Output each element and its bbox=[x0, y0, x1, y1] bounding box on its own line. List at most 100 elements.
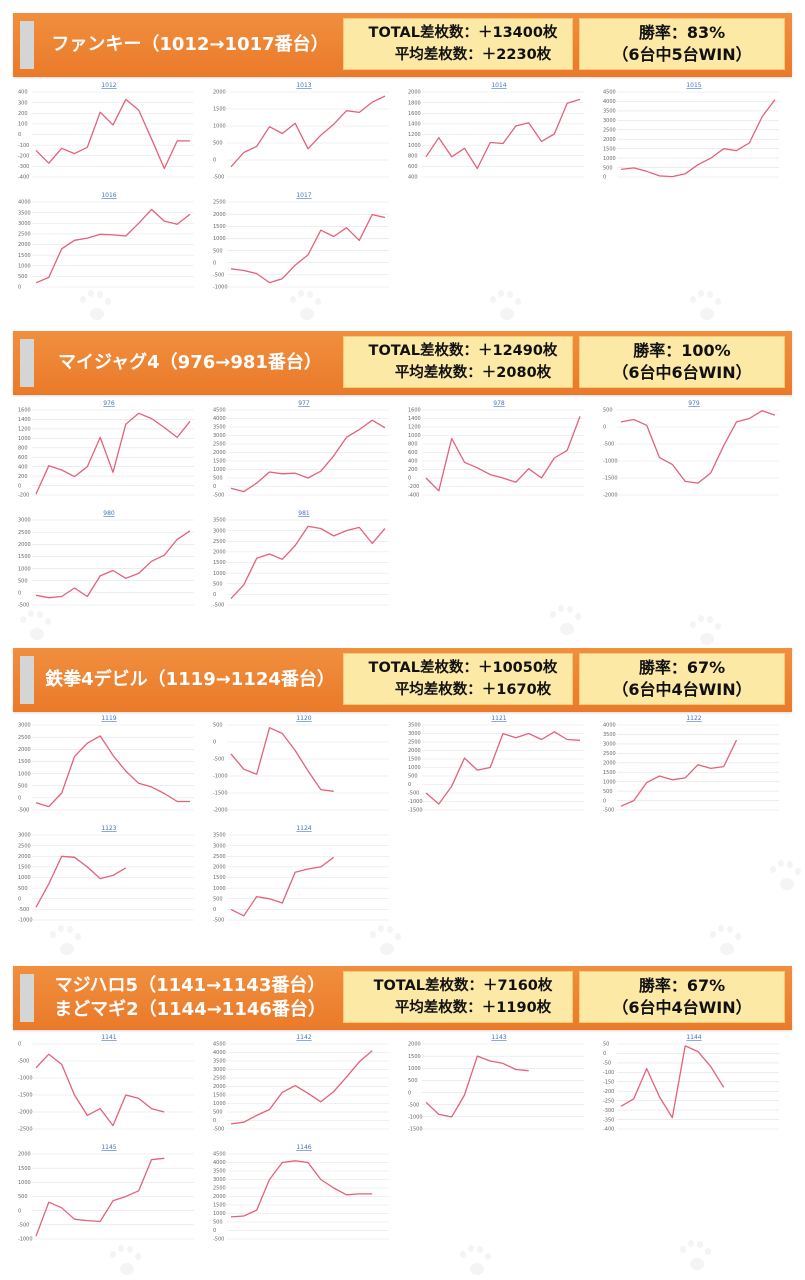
paw-print bbox=[698, 290, 704, 297]
y-tick-label: 2000 bbox=[18, 242, 31, 248]
section-title: 鉄拳4デビル（1119→1124番台） bbox=[41, 648, 339, 712]
paw-print bbox=[50, 931, 56, 938]
paw-print bbox=[720, 943, 734, 955]
y-tick-label: 4000 bbox=[213, 416, 226, 422]
y-tick-label: 2000 bbox=[18, 747, 31, 753]
paw-print bbox=[307, 291, 313, 298]
chart-title: 1121 bbox=[491, 715, 506, 722]
y-tick-label: 500 bbox=[213, 248, 223, 254]
title-line: まどマギ2（1144→1146番台） bbox=[54, 999, 326, 1020]
section-title: マジハロ5（1141→1143番台） まどマギ2（1144→1146番台） bbox=[41, 966, 339, 1030]
y-tick-label: 0 bbox=[213, 158, 216, 164]
paw-print bbox=[395, 933, 401, 940]
y-tick-label: 2500 bbox=[213, 539, 226, 545]
section-header-funky: ファンキー（1012→1017番台） TOTAL差枚数：＋13400枚 平均差枚… bbox=[13, 13, 792, 77]
y-tick-label: 4500 bbox=[213, 1042, 226, 1048]
paw-print bbox=[507, 291, 513, 298]
paw-print bbox=[715, 623, 721, 630]
y-tick-label: 2000 bbox=[18, 1152, 31, 1158]
y-tick-label: 1500 bbox=[213, 459, 226, 465]
y-tick-label: 500 bbox=[408, 1078, 418, 1084]
series-line bbox=[35, 855, 127, 908]
chart-title: 1120 bbox=[296, 715, 311, 722]
chart-title: 977 bbox=[298, 400, 310, 407]
paw-print bbox=[468, 1245, 474, 1252]
y-tick-label: 500 bbox=[18, 274, 28, 280]
paw-print bbox=[680, 1246, 686, 1253]
chart-title: 978 bbox=[493, 400, 505, 407]
title-line: ファンキー（1012→1017番台） bbox=[51, 34, 329, 55]
section-title: ファンキー（1012→1017番台） bbox=[41, 13, 339, 77]
paw-print bbox=[298, 290, 304, 297]
y-tick-label: 800 bbox=[408, 442, 418, 448]
y-tick-label: 600 bbox=[408, 164, 418, 170]
paw-print bbox=[500, 308, 514, 320]
paw-print bbox=[700, 308, 714, 320]
paw-print bbox=[380, 943, 394, 955]
chart-977: 977 4500 4000 3500 3000 2500 2000 1500 1000 500 0 -… bbox=[205, 398, 395, 503]
y-tick-label: 1400 bbox=[18, 417, 31, 423]
y-tick-label: 0 bbox=[213, 907, 216, 913]
chart-1017: 1017 2500 2000 1500 1000 500 0 -500 -1000 bbox=[205, 190, 395, 295]
y-tick-label: 600 bbox=[408, 450, 418, 456]
y-tick-label: 2000 bbox=[408, 748, 421, 754]
series-line bbox=[425, 98, 581, 170]
y-tick-label: 1500 bbox=[213, 1203, 226, 1209]
y-tick-label: -2000 bbox=[213, 808, 228, 814]
title-line: マイジャグ4（976→981番台） bbox=[58, 352, 322, 373]
y-tick-label: -200 bbox=[18, 493, 29, 499]
paw-print bbox=[20, 616, 26, 623]
chart-title: 1015 bbox=[686, 82, 701, 89]
chart-976: 976 1600 1400 1200 1000 800 600 400 200 0 -200 bbox=[10, 398, 200, 503]
y-tick-label: 300 bbox=[18, 100, 28, 106]
paw-print bbox=[560, 623, 574, 635]
paw-print bbox=[378, 925, 384, 932]
y-tick-label: -500 bbox=[213, 273, 224, 279]
y-tick-label: 1000 bbox=[213, 1101, 226, 1107]
y-tick-label: 500 bbox=[18, 886, 28, 892]
y-tick-label: 1000 bbox=[18, 436, 31, 442]
y-tick-label: 2000 bbox=[18, 542, 31, 548]
y-tick-label: 1500 bbox=[213, 107, 226, 113]
y-tick-label: -250 bbox=[603, 1098, 614, 1104]
paw-print bbox=[67, 926, 73, 933]
y-tick-label: 0 bbox=[213, 740, 216, 746]
y-tick-label: 3000 bbox=[18, 833, 31, 839]
paw-print bbox=[58, 925, 64, 932]
chart-title: 1119 bbox=[101, 715, 116, 722]
y-tick-label: 500 bbox=[18, 1194, 28, 1200]
y-tick-label: -1000 bbox=[408, 799, 423, 805]
paw-print bbox=[688, 1240, 694, 1247]
total-diff-box: TOTAL差枚数：＋12490枚 平均差枚数：＋2080枚 bbox=[343, 336, 573, 388]
y-tick-label: -1000 bbox=[213, 285, 228, 291]
y-tick-label: 2500 bbox=[213, 854, 226, 860]
y-tick-label: -500 bbox=[213, 175, 224, 181]
win-rate: 勝率：100% bbox=[633, 341, 731, 360]
win-rate-box: 勝率：100% （6台中6台WIN） bbox=[579, 336, 785, 388]
y-tick-label: 1500 bbox=[213, 560, 226, 566]
y-tick-label: -500 bbox=[213, 603, 224, 609]
series-line bbox=[230, 419, 386, 493]
y-tick-label: 0 bbox=[213, 260, 216, 266]
y-tick-label: -100 bbox=[603, 1070, 614, 1076]
paw-print bbox=[30, 628, 44, 640]
y-tick-label: 600 bbox=[18, 455, 28, 461]
y-tick-label: -500 bbox=[408, 1102, 419, 1108]
chart-title: 1142 bbox=[296, 1034, 311, 1041]
total-diff: TOTAL差枚数：＋12490枚 bbox=[368, 343, 558, 359]
y-tick-label: 1000 bbox=[213, 571, 226, 577]
paw-print bbox=[558, 605, 564, 612]
chart-1144: 1144 50 0 -50 -100 -150 -200 -250 -300 -350 -400 bbox=[595, 1032, 785, 1137]
chart-title: 979 bbox=[688, 400, 700, 407]
y-tick-label: 1000 bbox=[213, 124, 226, 130]
y-tick-label: 0 bbox=[18, 1042, 21, 1048]
y-tick-label: 2500 bbox=[213, 1186, 226, 1192]
y-tick-label: 2000 bbox=[213, 550, 226, 556]
header-tab-marker bbox=[20, 339, 34, 387]
y-tick-label: -2500 bbox=[18, 1127, 33, 1133]
header-tab-marker bbox=[20, 21, 34, 69]
chart-1122: 1122 4000 3500 3000 2500 2000 1500 1000 500 0 -500 bbox=[595, 713, 785, 818]
chart-title: 1017 bbox=[296, 192, 311, 199]
paw-print bbox=[735, 933, 741, 940]
y-tick-label: -1500 bbox=[18, 1093, 33, 1099]
